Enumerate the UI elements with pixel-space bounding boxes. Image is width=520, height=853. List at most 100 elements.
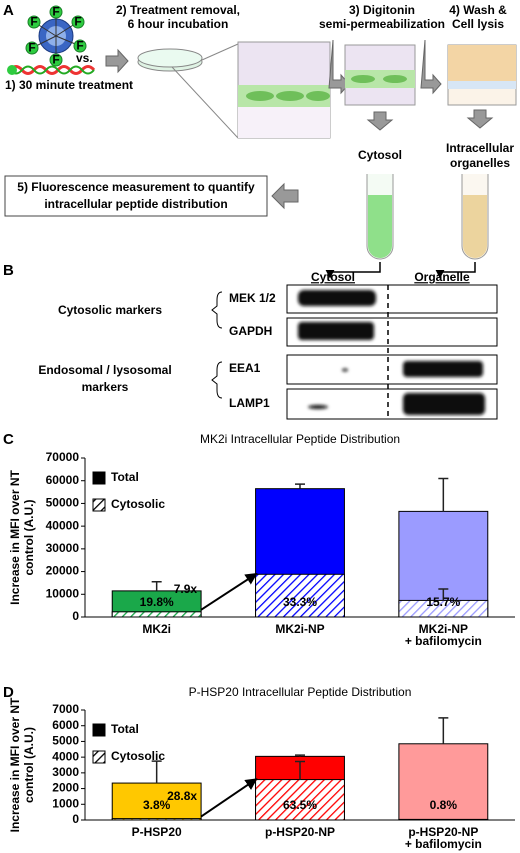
illustration-path	[463, 195, 487, 258]
x-tick-label: MK2i	[142, 622, 171, 636]
step-text: Cell lysis	[452, 17, 504, 31]
panel-label: A	[3, 2, 14, 19]
cytosolic-bar	[111, 611, 202, 618]
illustration-path	[211, 361, 223, 399]
y-tick-label: 0	[72, 812, 79, 826]
illustration-g	[298, 290, 485, 415]
illustration-path	[271, 182, 299, 210]
legend-label: Total	[111, 722, 139, 736]
y-tick-label: 7000	[52, 702, 79, 716]
y-axis-title: Increase in MFI over NT	[8, 697, 22, 832]
y-tick-label: 2000	[52, 781, 79, 795]
x-tick-label: + bafilomycin	[405, 634, 482, 648]
group-label: Endosomal / lysosomal	[38, 363, 171, 377]
vs-text: vs.	[76, 51, 93, 65]
column-header: Organelle	[414, 270, 470, 284]
legend-label: Cytosolic	[111, 497, 165, 511]
error-bar	[295, 483, 305, 489]
chart-title: MK2i Intracellular Peptide Distribution	[200, 432, 400, 446]
y-axis-title: control (A.U.)	[22, 500, 36, 576]
fold-change: 7.9x	[174, 582, 198, 596]
illustration-path	[325, 262, 381, 279]
error-bar	[438, 717, 449, 744]
fluorophore	[25, 41, 39, 55]
fluorophore-label: F	[76, 39, 83, 53]
y-tick-label: 0	[72, 609, 79, 623]
illustration-rect	[238, 107, 330, 138]
legend-swatch	[92, 723, 106, 737]
y-axis-title: Increase in MFI over NT	[8, 469, 22, 604]
step-text: intracellular peptide distribution	[44, 197, 227, 211]
y-tick-label: 60000	[46, 473, 80, 487]
label: organelles	[450, 156, 510, 170]
y-axis-title: control (A.U.)	[22, 727, 36, 803]
x-tick-label: P-HSP20	[132, 825, 182, 839]
y-tick-label: 30000	[46, 541, 80, 555]
x-tick-label: MK2i-NP	[275, 622, 324, 636]
illustration-rect	[286, 284, 498, 314]
illustration-rect	[298, 290, 376, 306]
illustration-rect	[298, 322, 374, 340]
illustration-rect	[448, 81, 516, 89]
illustration-circle	[7, 65, 17, 75]
label: Intracellular	[446, 141, 514, 155]
error-bar	[151, 581, 162, 591]
illustration-path	[368, 195, 392, 258]
step-text: 4) Wash &	[449, 3, 507, 17]
marker-label: EEA1	[229, 361, 261, 375]
step-text: 5) Fluorescence measurement to quantify	[17, 180, 255, 194]
illustration-ellipse	[306, 91, 330, 101]
y-tick-label: 70000	[46, 450, 80, 464]
fluorophore-label: F	[52, 53, 59, 67]
panel-label: C	[3, 431, 14, 448]
step-text: 3) Digitonin	[349, 3, 415, 17]
step-text: 6 hour incubation	[128, 17, 229, 31]
x-tick-label: + bafilomycin	[405, 837, 482, 851]
fluorophore-label: F	[74, 15, 81, 29]
legend-label: Cytosolic	[111, 749, 165, 763]
panel-label: B	[3, 262, 14, 279]
illustration-path	[8, 65, 96, 75]
legend-swatch	[92, 498, 106, 512]
label: Cytosol	[358, 148, 402, 162]
percent-label: 15.7%	[426, 595, 460, 609]
marker-label: GAPDH	[229, 324, 272, 338]
illustration-ellipse	[137, 48, 203, 68]
percent-label: 3.8%	[143, 798, 171, 812]
percent-label: 19.8%	[140, 595, 174, 609]
legend-swatch	[92, 471, 106, 485]
marker-label: MEK 1/2	[229, 291, 276, 305]
x-tick-label: MK2i-NP	[419, 622, 468, 636]
marker-label: LAMP1	[229, 396, 270, 410]
y-tick-label: 6000	[52, 718, 79, 732]
fluorophore	[49, 53, 63, 67]
illustration-ellipse	[276, 91, 304, 101]
error-bar	[151, 760, 162, 784]
step-text: 1) 30 minute treatment	[5, 78, 133, 92]
x-tick-label: p-HSP20-NP	[265, 825, 335, 839]
y-tick-label: 50000	[46, 496, 80, 510]
fold-change: 28.8x	[167, 789, 197, 803]
x-tick-label: p-HSP20-NP	[408, 825, 478, 839]
fluorophore-label: F	[30, 15, 37, 29]
step-text: 2) Treatment removal,	[116, 3, 240, 17]
illustration-rect	[403, 361, 483, 377]
illustration-path	[435, 262, 476, 279]
cytosolic-bar	[255, 573, 345, 618]
illustration-path	[171, 43, 239, 139]
chart-title: P-HSP20 Intracellular Peptide Distributi…	[189, 685, 412, 699]
group-label: markers	[82, 380, 129, 394]
fluorophore	[71, 15, 85, 29]
error-bar	[438, 588, 449, 601]
illustration-ellipse	[308, 405, 328, 409]
fluorophore	[49, 5, 63, 19]
fluorophore-label: F	[28, 41, 35, 55]
illustration-path	[466, 109, 494, 129]
illustration-path	[105, 48, 129, 74]
fold-arrow	[200, 778, 258, 818]
y-tick-label: 4000	[52, 749, 79, 763]
illustration-ellipse	[351, 75, 375, 83]
